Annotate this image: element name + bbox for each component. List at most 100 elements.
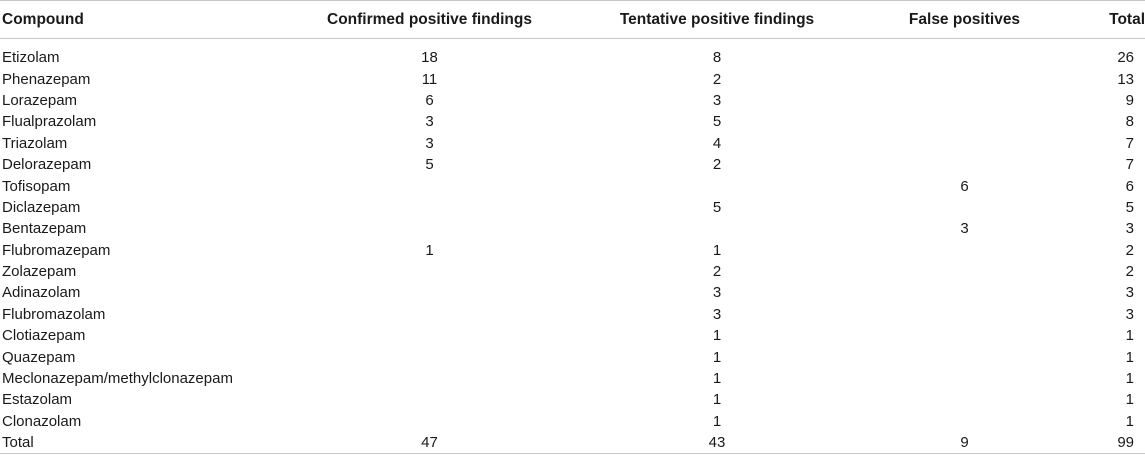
- table-row: Triazolam 3 4 7: [0, 133, 1145, 154]
- cell-confirmed: [277, 175, 582, 196]
- cell-total: 2: [1125, 241, 1134, 259]
- cell-compound: Clotiazepam: [2, 327, 86, 345]
- table-row: Tofisopam 6 6: [0, 175, 1145, 196]
- table-row: Clotiazepam 1 1: [0, 325, 1145, 346]
- cell-total: 3: [1125, 220, 1134, 238]
- cell-compound: Phenazepam: [2, 70, 91, 88]
- cell-compound: Quazepam: [2, 348, 76, 366]
- cell-false-positives: [852, 282, 1077, 303]
- table-row: Flualprazolam 3 5 8: [0, 111, 1145, 132]
- cell-compound: Flubromazepam: [2, 241, 111, 259]
- cell-tentative: 8: [712, 49, 722, 67]
- table-row: Diclazepam 5 5: [0, 197, 1145, 218]
- cell-confirmed: 1: [425, 241, 434, 259]
- cell-false-positives: [852, 133, 1077, 154]
- cell-tentative: [582, 175, 852, 196]
- cell-tentative: 1: [712, 370, 722, 388]
- cell-compound: Triazolam: [2, 134, 68, 152]
- cell-tentative: 5: [712, 113, 722, 131]
- cell-compound: Zolazepam: [2, 263, 77, 281]
- table-row: Bentazepam 3 3: [0, 218, 1145, 239]
- cell-false-positives: [852, 197, 1077, 218]
- cell-compound: Tofisopam: [2, 177, 71, 195]
- cell-false-positives: [852, 411, 1077, 432]
- cell-false-positives: 3: [960, 220, 969, 238]
- header-false-positives: False positives: [852, 0, 1077, 39]
- cell-confirmed: 6: [425, 91, 434, 109]
- cell-total: 1: [1125, 412, 1134, 430]
- cell-total: 3: [1125, 305, 1134, 323]
- cell-tentative: 1: [712, 412, 722, 430]
- cell-total: 6: [1125, 177, 1134, 195]
- cell-false-positives: [852, 304, 1077, 325]
- cell-total: 1: [1125, 391, 1134, 409]
- total-row: Total 47 43 9 99: [0, 432, 1145, 455]
- cell-confirmed: 3: [425, 134, 434, 152]
- cell-compound: Adinazolam: [2, 284, 81, 302]
- table-row: Zolazepam 2 2: [0, 261, 1145, 282]
- cell-confirmed: [277, 304, 582, 325]
- cell-tentative: 3: [712, 305, 722, 323]
- table-row: Adinazolam 3 3: [0, 282, 1145, 303]
- cell-confirmed: [277, 325, 582, 346]
- cell-false-positives: [852, 68, 1077, 89]
- cell-total: 9: [1125, 91, 1134, 109]
- cell-compound: Meclonazepam/methylclonazepam: [2, 370, 233, 388]
- cell-total: 5: [1125, 198, 1134, 216]
- cell-compound: Etizolam: [2, 49, 60, 67]
- cell-total: 7: [1125, 134, 1134, 152]
- cell-total: 1: [1125, 327, 1134, 345]
- cell-tentative: 2: [712, 156, 722, 174]
- table-row: Clonazolam 1 1: [0, 411, 1145, 432]
- cell-tentative: 4: [712, 134, 722, 152]
- cell-compound: Clonazolam: [2, 412, 82, 430]
- cell-confirmed: [277, 261, 582, 282]
- cell-confirmed: 11: [421, 70, 438, 88]
- cell-total: 26: [1117, 49, 1134, 67]
- cell-false-positives: 9: [852, 432, 1077, 455]
- cell-tentative: 3: [712, 284, 722, 302]
- cell-tentative: 5: [712, 198, 722, 216]
- cell-false-positives: [852, 261, 1077, 282]
- cell-tentative: 2: [712, 263, 722, 281]
- cell-total: 13: [1117, 70, 1134, 88]
- table-row: Flubromazolam 3 3: [0, 304, 1145, 325]
- header-row: Compound Confirmed positive findings Ten…: [0, 0, 1145, 39]
- cell-confirmed: [277, 411, 582, 432]
- cell-tentative: 1: [712, 327, 722, 345]
- cell-confirmed: [277, 197, 582, 218]
- table-row: Phenazepam 11 2 13: [0, 68, 1145, 89]
- table-row: Delorazepam 5 2 7: [0, 154, 1145, 175]
- cell-total: 2: [1125, 263, 1134, 281]
- cell-compound: Total: [0, 432, 277, 455]
- cell-false-positives: [852, 47, 1077, 68]
- cell-total: 8: [1125, 113, 1134, 131]
- cell-total: 1: [1125, 348, 1134, 366]
- cell-false-positives: [852, 90, 1077, 111]
- cell-total: 99: [1077, 432, 1145, 455]
- cell-false-positives: [852, 368, 1077, 389]
- cell-confirmed: [277, 282, 582, 303]
- header-tentative: Tentative positive findings: [582, 0, 852, 39]
- table-row: Lorazepam 6 3 9: [0, 90, 1145, 111]
- cell-false-positives: [852, 240, 1077, 261]
- cell-false-positives: 6: [960, 177, 969, 195]
- cell-confirmed: 3: [425, 113, 434, 131]
- table-row: Quazepam 1 1: [0, 346, 1145, 367]
- cell-false-positives: [852, 346, 1077, 367]
- cell-confirmed: [277, 368, 582, 389]
- cell-confirmed: [277, 218, 582, 239]
- cell-compound: Lorazepam: [2, 91, 78, 109]
- cell-tentative: [582, 218, 852, 239]
- cell-tentative: 43: [582, 432, 852, 455]
- cell-confirmed: 47: [277, 432, 582, 455]
- table-row: Flubromazepam 1 1 2: [0, 240, 1145, 261]
- cell-false-positives: [852, 154, 1077, 175]
- header-compound: Compound: [0, 0, 277, 39]
- cell-compound: Delorazepam: [2, 156, 92, 174]
- cell-total: 7: [1125, 156, 1134, 174]
- cell-false-positives: [852, 389, 1077, 410]
- cell-tentative: 2: [712, 70, 722, 88]
- cell-compound: Diclazepam: [2, 198, 81, 216]
